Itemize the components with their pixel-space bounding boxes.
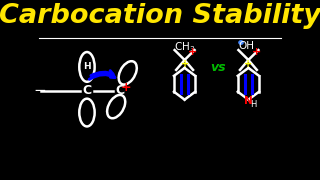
Text: H: H [83, 62, 91, 71]
Text: OH: OH [239, 41, 255, 51]
Text: vs: vs [210, 61, 226, 74]
Text: +: + [121, 81, 132, 94]
Text: +: + [252, 47, 261, 57]
Text: $\mathregular{CH_3}$: $\mathregular{CH_3}$ [174, 40, 195, 54]
Text: N: N [244, 96, 253, 106]
Text: +: + [244, 59, 252, 69]
FancyArrowPatch shape [89, 74, 115, 79]
Text: Carbocation Stability: Carbocation Stability [0, 3, 320, 29]
Text: +: + [188, 47, 197, 57]
FancyArrowPatch shape [91, 71, 113, 76]
Text: H: H [250, 100, 256, 109]
Text: −: − [33, 83, 46, 98]
Text: C: C [116, 84, 124, 97]
Text: +: + [180, 59, 189, 69]
Text: C: C [83, 84, 92, 97]
